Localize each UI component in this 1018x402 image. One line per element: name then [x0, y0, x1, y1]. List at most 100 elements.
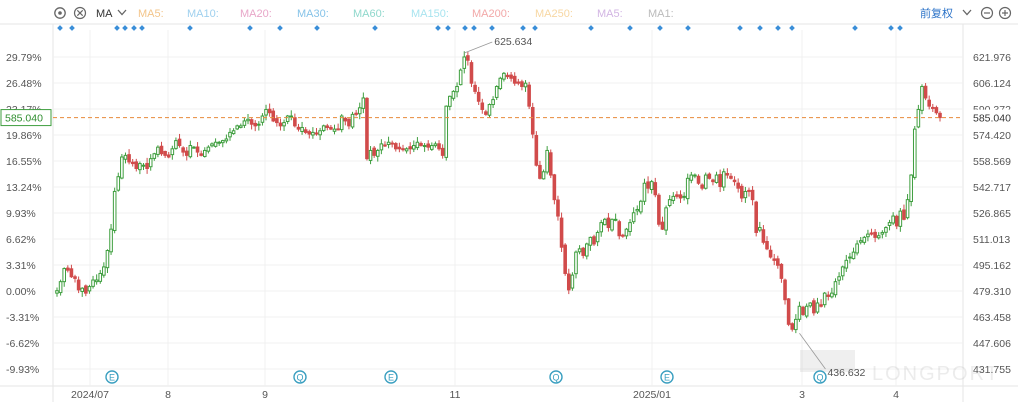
signal-marker[interactable]: [789, 25, 795, 31]
candle: [689, 171, 694, 184]
signal-marker[interactable]: [888, 25, 894, 31]
candle-body: [242, 120, 247, 126]
signal-marker[interactable]: [131, 25, 137, 31]
candle: [278, 118, 283, 131]
candle: [613, 213, 618, 222]
x-tick-label: 3: [799, 389, 805, 401]
candle-body: [303, 129, 308, 133]
signal-marker[interactable]: [775, 25, 781, 31]
signal-marker[interactable]: [685, 25, 691, 31]
signal-marker[interactable]: [122, 25, 128, 31]
candle: [657, 193, 661, 227]
signal-marker[interactable]: [314, 25, 320, 31]
signal-marker[interactable]: [588, 25, 594, 31]
candle-body: [199, 153, 203, 156]
candle: [480, 98, 485, 114]
candle: [383, 141, 387, 148]
signal-marker[interactable]: [139, 25, 145, 31]
indicator-label[interactable]: MA: [96, 8, 113, 20]
signal-marker[interactable]: [532, 25, 538, 31]
candle-body: [466, 55, 470, 61]
candle: [419, 141, 423, 147]
candle: [329, 124, 333, 131]
candle-body: [289, 115, 294, 118]
candle: [404, 147, 409, 154]
event-marker-label: E: [664, 373, 670, 383]
signal-marker[interactable]: [489, 25, 495, 31]
candle-body: [779, 263, 784, 279]
y-tick-price: 606.124: [973, 78, 1011, 90]
signal-marker[interactable]: [247, 25, 253, 31]
close-icon[interactable]: [73, 6, 87, 20]
candle-body: [231, 130, 236, 135]
candle-body: [318, 130, 322, 136]
candle-body: [480, 102, 485, 110]
candle-body: [397, 146, 402, 150]
candle: [397, 142, 402, 153]
candle-body: [916, 108, 921, 128]
signal-marker[interactable]: [69, 25, 75, 31]
candle-body: [260, 115, 265, 123]
candle: [408, 142, 412, 155]
candle: [152, 152, 157, 161]
signal-marker[interactable]: [462, 25, 468, 31]
candle: [552, 173, 557, 205]
low-leader: [799, 332, 826, 370]
ma-legend: MA5: MA10: MA20: MA30: MA60: MA150: MA200: MA25…: [138, 8, 674, 20]
candle: [336, 123, 340, 131]
signal-marker[interactable]: [114, 25, 120, 31]
candle-body: [206, 146, 211, 152]
candle-body: [55, 290, 59, 294]
event-marker[interactable]: Q: [549, 370, 563, 384]
candle-body: [693, 174, 697, 177]
candle: [455, 82, 459, 98]
signal-marker[interactable]: [471, 25, 477, 31]
candle-body: [700, 184, 704, 189]
signal-marker[interactable]: [445, 25, 451, 31]
signal-marker[interactable]: [372, 25, 378, 31]
event-marker[interactable]: Q: [293, 370, 307, 384]
signal-marker[interactable]: [277, 25, 283, 31]
candle: [166, 151, 171, 159]
candle: [685, 173, 690, 205]
event-marker[interactable]: E: [384, 370, 398, 384]
signal-marker[interactable]: [757, 25, 763, 31]
event-marker[interactable]: E: [105, 370, 119, 384]
signal-marker[interactable]: [187, 25, 193, 31]
candle-body: [246, 118, 250, 122]
candle: [123, 152, 128, 164]
candle: [181, 146, 185, 157]
signal-marker[interactable]: [737, 25, 743, 31]
zoom-out-icon[interactable]: [980, 6, 994, 20]
dropdown-icon[interactable]: [117, 9, 127, 16]
event-marker[interactable]: E: [660, 370, 674, 384]
candle: [714, 171, 719, 184]
candle-body: [887, 222, 892, 226]
signal-marker[interactable]: [897, 25, 903, 31]
signal-marker[interactable]: [657, 25, 663, 31]
event-marker[interactable]: Q: [813, 370, 827, 384]
y-tick-percent: 13.24%: [6, 182, 42, 194]
candle: [635, 205, 640, 216]
candle-body: [815, 302, 820, 313]
signal-marker[interactable]: [627, 25, 633, 31]
adjust-toggle[interactable]: 前复权: [920, 6, 953, 20]
signal-marker[interactable]: [435, 25, 441, 31]
collapse-icon[interactable]: [962, 9, 972, 16]
candle-body: [761, 229, 766, 243]
candle-body: [184, 150, 189, 156]
y-tick-percent: 3.31%: [6, 260, 36, 272]
signal-marker[interactable]: [57, 25, 63, 31]
signal-marker[interactable]: [520, 25, 526, 31]
y-tick-percent: -9.93%: [6, 364, 39, 376]
candle-body: [851, 251, 856, 260]
zoom-in-icon[interactable]: [998, 6, 1012, 20]
candle-body: [538, 164, 542, 179]
candle: [498, 76, 503, 91]
candle: [365, 97, 369, 161]
signal-marker[interactable]: [852, 25, 858, 31]
settings-icon[interactable]: [54, 7, 66, 19]
candle: [433, 141, 438, 148]
candle: [794, 314, 798, 334]
candle-body: [451, 90, 456, 99]
